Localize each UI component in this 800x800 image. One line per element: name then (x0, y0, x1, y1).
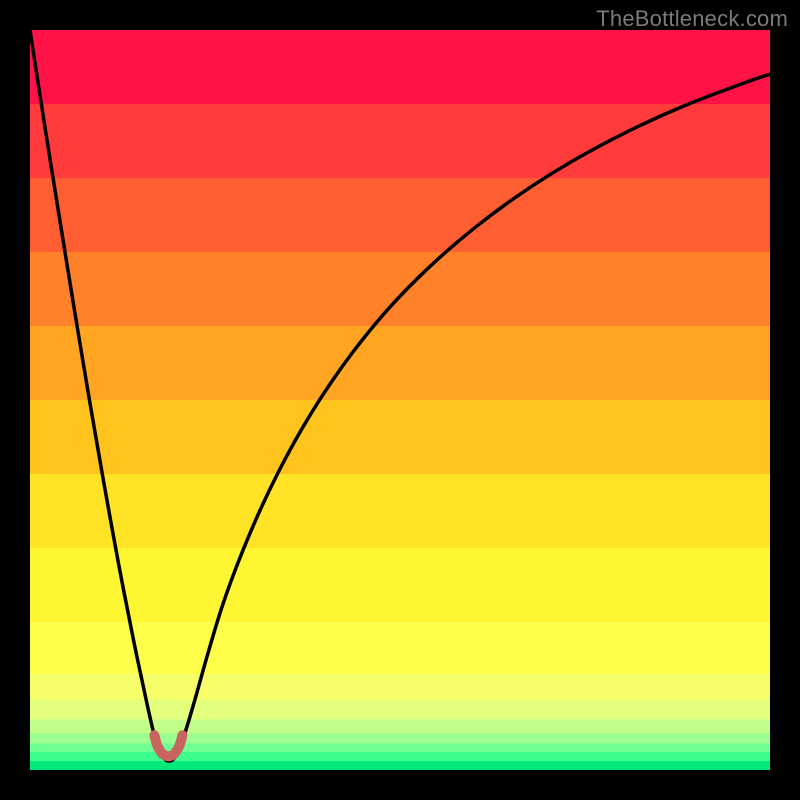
gradient-background (30, 30, 770, 770)
bottleneck-plot (0, 0, 800, 800)
chart-stage: TheBottleneck.com (0, 0, 800, 800)
watermark-text: TheBottleneck.com (596, 6, 788, 32)
